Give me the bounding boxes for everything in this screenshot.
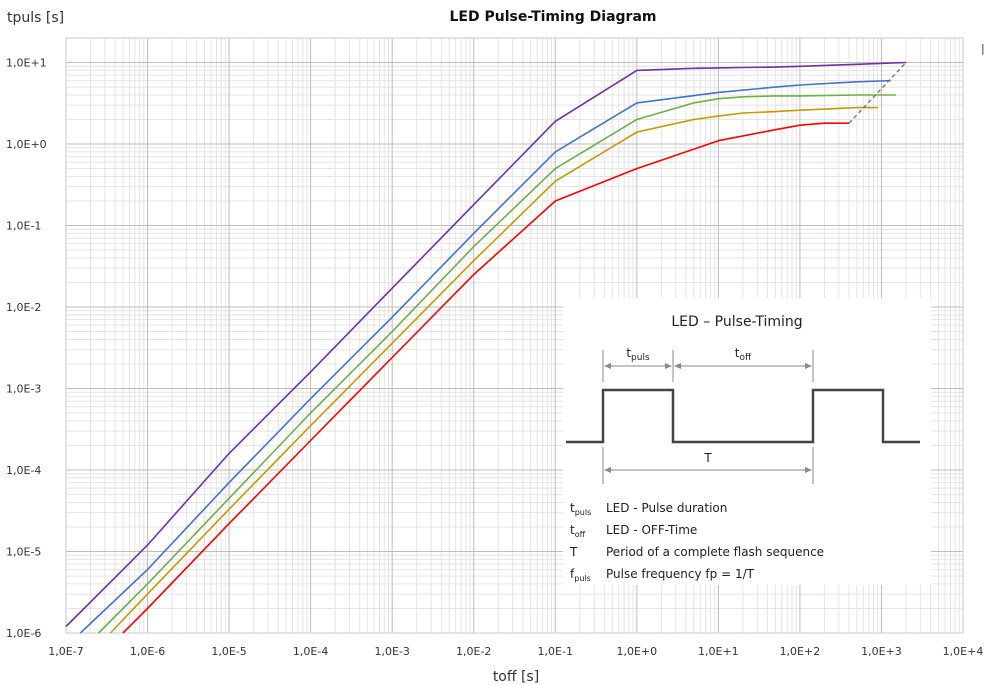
x-tick-label: 1,0E-4 bbox=[293, 645, 328, 658]
x-axis-title: toff [s] bbox=[493, 669, 539, 685]
desc-text-tpuls: LED - Pulse duration bbox=[606, 501, 727, 515]
y-tick-label: 1,0E-6 bbox=[6, 627, 41, 640]
inset-title: LED – Pulse-Timing bbox=[671, 314, 802, 330]
x-tick-label: 1,0E+0 bbox=[616, 645, 657, 658]
y-tick-label: 1,0E-4 bbox=[6, 464, 41, 477]
x-tick-label: 1,0E-1 bbox=[538, 645, 573, 658]
legend-marker: | bbox=[981, 42, 985, 55]
series-line-3 bbox=[97, 94, 896, 634]
series-line-5 bbox=[122, 122, 849, 634]
period-arrow-left bbox=[604, 467, 611, 473]
desc-text-period: Period of a complete flash sequence bbox=[606, 545, 824, 559]
y-tick-label: 1,0E+1 bbox=[6, 57, 47, 70]
series-line-2 bbox=[79, 79, 891, 634]
y-tick-label: 1,0E-1 bbox=[6, 220, 41, 233]
y-tick-label: 1,0E-3 bbox=[6, 383, 41, 396]
toff-arrow-right bbox=[805, 363, 812, 369]
x-tick-label: 1,0E-5 bbox=[211, 645, 246, 658]
toff-label: toff bbox=[735, 346, 752, 363]
toff-arrow-left bbox=[674, 363, 681, 369]
x-tick-label: 1,0E-3 bbox=[374, 645, 409, 658]
tpuls-label: tpuls bbox=[626, 346, 650, 363]
pulse-waveform bbox=[566, 388, 920, 444]
series-line-4 bbox=[109, 106, 878, 634]
period-arrow-right bbox=[805, 467, 812, 473]
series-line-1 bbox=[65, 61, 907, 628]
desc-text-fpuls: Pulse frequency fp = 1/T bbox=[606, 567, 755, 581]
tpuls-arrow-left bbox=[604, 363, 611, 369]
x-tick-label: 1,0E+1 bbox=[698, 645, 739, 658]
desc-symbol-tpuls: tpuls bbox=[570, 501, 591, 517]
period-label: T bbox=[703, 451, 712, 465]
chart-title: LED Pulse-Timing Diagram bbox=[449, 9, 656, 25]
y-tick-label: 1,0E-5 bbox=[6, 546, 41, 559]
x-tick-label: 1,0E-7 bbox=[48, 645, 83, 658]
desc-symbol-toff: toff bbox=[570, 523, 586, 539]
desc-text-toff: LED - OFF-Time bbox=[606, 523, 697, 537]
x-tick-label: 1,0E+2 bbox=[780, 645, 821, 658]
y-tick-labels: 1,0E-6 1,0E-5 1,0E-4 1,0E-3 1,0E-2 1,0E-1 1,0E… bbox=[6, 57, 47, 640]
x-tick-label: 1,0E-6 bbox=[130, 645, 165, 658]
pulse-timing-inset: LED – Pulse-Timing tpuls toff T tpuls LE… bbox=[563, 298, 931, 585]
x-tick-label: 1,0E-2 bbox=[456, 645, 491, 658]
y-tick-label: 1,0E+0 bbox=[6, 138, 47, 151]
x-tick-labels: 1,0E-7 1,0E-6 1,0E-5 1,0E-4 1,0E-3 1,0E-2 1,0E… bbox=[48, 645, 983, 658]
series-lines bbox=[65, 61, 907, 634]
y-axis-title: tpuls [s] bbox=[7, 10, 64, 26]
desc-symbol-fpuls: fpuls bbox=[570, 567, 591, 583]
tpuls-arrow-right bbox=[665, 363, 672, 369]
plot-frame bbox=[65, 37, 964, 634]
y-tick-label: 1,0E-2 bbox=[6, 301, 41, 314]
x-tick-label: 1,0E+3 bbox=[861, 645, 902, 658]
desc-symbol-period: T bbox=[569, 545, 578, 559]
x-tick-label: 1,0E+4 bbox=[943, 645, 984, 658]
